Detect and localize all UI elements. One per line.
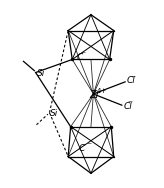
Text: 4+: 4+ [97,88,107,94]
Text: ⁻: ⁻ [86,141,91,151]
Text: ⁻: ⁻ [127,99,132,109]
Text: Si: Si [36,69,45,78]
Text: Si: Si [50,109,59,118]
Text: C: C [79,144,85,153]
Text: Zr: Zr [89,90,100,100]
Text: C: C [77,53,83,62]
Text: Cl: Cl [126,77,135,85]
Text: ⁻: ⁻ [130,74,136,84]
Text: Cl: Cl [123,102,132,111]
Text: ⁻: ⁻ [81,51,86,61]
